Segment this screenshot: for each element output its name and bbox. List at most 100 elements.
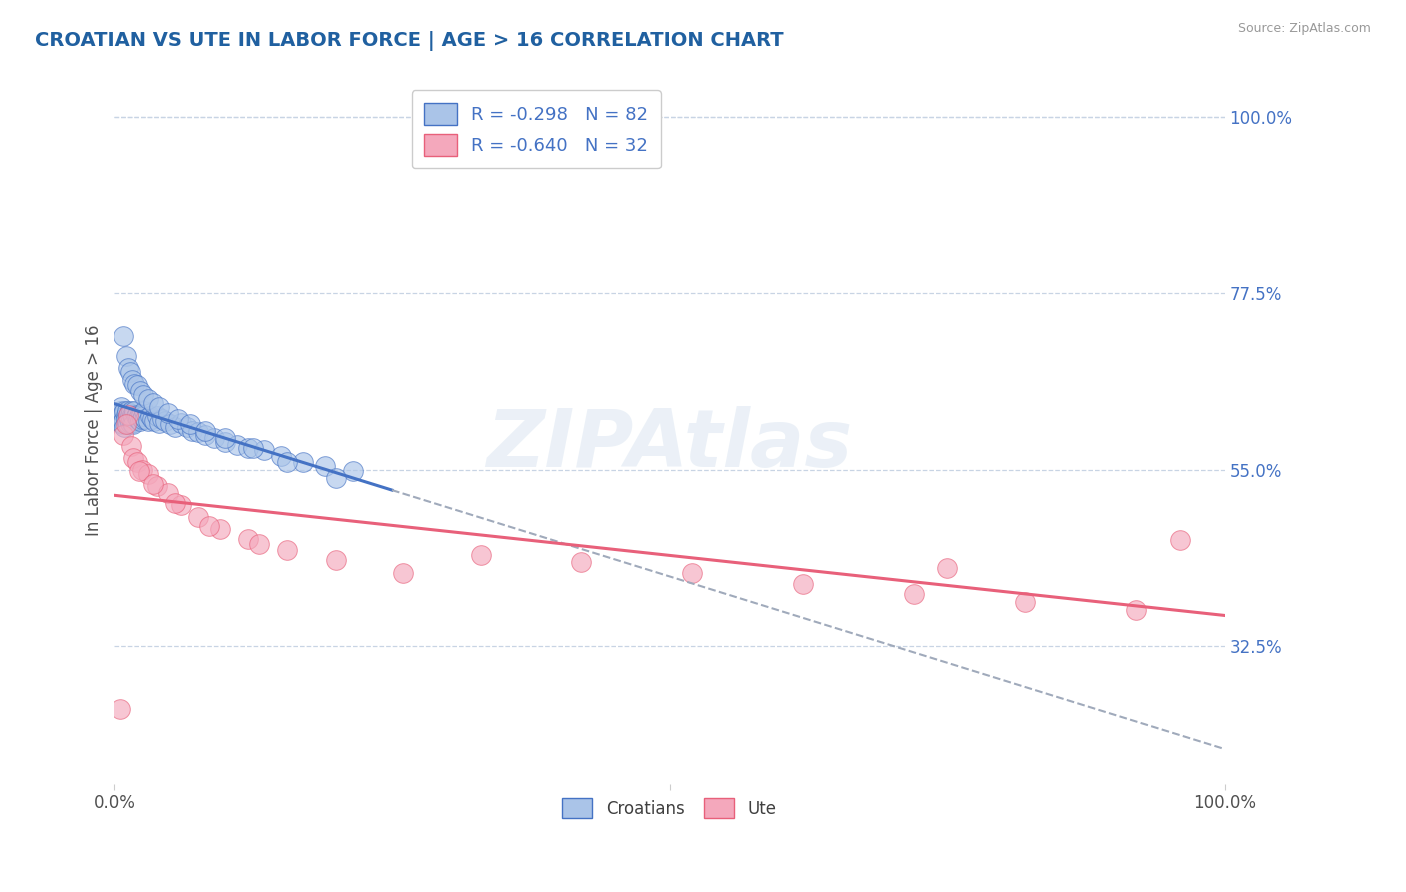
Point [107, 408, 129, 422]
Point [194, 424, 217, 438]
Point [148, 416, 170, 430]
Point [145, 478, 167, 492]
Point [569, 556, 592, 570]
Point [165, 496, 187, 510]
Point [253, 443, 276, 458]
Point [134, 412, 156, 426]
Point [120, 404, 142, 418]
Point [159, 417, 181, 432]
Point [121, 408, 143, 422]
Point [120, 439, 142, 453]
Point [242, 441, 264, 455]
Point [170, 498, 193, 512]
Text: Source: ZipAtlas.com: Source: ZipAtlas.com [1237, 22, 1371, 36]
Point [236, 441, 259, 455]
Point [179, 417, 201, 432]
Point [120, 412, 142, 426]
Point [194, 427, 217, 442]
Point [112, 329, 135, 343]
Point [176, 419, 198, 434]
Point [214, 435, 236, 450]
Point [148, 400, 170, 414]
Point [166, 412, 188, 426]
Point [136, 414, 159, 428]
Point [111, 409, 134, 424]
Point [139, 409, 162, 424]
Point [125, 378, 148, 392]
Point [112, 406, 135, 420]
Point [118, 365, 141, 379]
Point [132, 388, 155, 402]
Point [118, 416, 141, 430]
Point [112, 427, 135, 442]
Point [208, 522, 231, 536]
Legend: Croatians, Ute: Croatians, Ute [555, 791, 783, 825]
Point [136, 467, 159, 481]
Point [110, 400, 132, 414]
Point [129, 384, 152, 399]
Point [122, 451, 145, 466]
Point [156, 486, 179, 500]
Point [129, 408, 152, 422]
Point [141, 412, 163, 426]
Point [276, 455, 298, 469]
Point [122, 417, 145, 432]
Point [117, 360, 139, 375]
Point [143, 414, 166, 428]
Point [165, 419, 187, 434]
Point [903, 587, 925, 601]
Point [134, 404, 156, 418]
Point [325, 553, 347, 567]
Point [142, 477, 165, 491]
Point [145, 409, 167, 424]
Point [392, 566, 415, 581]
Y-axis label: In Labor Force | Age > 16: In Labor Force | Age > 16 [86, 325, 103, 536]
Point [247, 537, 270, 551]
Point [124, 404, 146, 418]
Point [470, 548, 492, 562]
Point [114, 408, 136, 422]
Text: CROATIAN VS UTE IN LABOR FORCE | AGE > 16 CORRELATION CHART: CROATIAN VS UTE IN LABOR FORCE | AGE > 1… [35, 31, 783, 51]
Point [118, 408, 141, 422]
Point [142, 396, 165, 410]
Point [314, 458, 336, 473]
Point [187, 425, 209, 439]
Point [202, 432, 225, 446]
Point [122, 409, 145, 424]
Point [292, 455, 315, 469]
Point [236, 532, 259, 546]
Point [115, 404, 138, 418]
Point [1125, 602, 1147, 616]
Point [117, 409, 139, 424]
Point [1014, 595, 1036, 609]
Point [108, 702, 131, 716]
Point [114, 412, 136, 426]
Point [1168, 533, 1191, 548]
Point [112, 414, 135, 428]
Point [114, 417, 136, 432]
Point [128, 464, 150, 478]
Point [117, 408, 139, 422]
Point [681, 566, 703, 581]
Point [110, 416, 132, 430]
Point [936, 561, 959, 575]
Point [124, 376, 146, 391]
Point [342, 464, 364, 478]
Point [124, 409, 146, 424]
Point [155, 414, 177, 428]
Point [121, 416, 143, 430]
Point [111, 417, 134, 432]
Point [112, 404, 135, 418]
Point [270, 449, 292, 463]
Point [214, 432, 236, 446]
Point [132, 409, 155, 424]
Point [792, 576, 814, 591]
Point [114, 349, 136, 363]
Point [115, 416, 138, 430]
Point [128, 409, 150, 424]
Point [129, 414, 152, 428]
Point [225, 438, 247, 452]
Point [150, 412, 173, 426]
Point [112, 419, 135, 434]
Point [131, 463, 153, 477]
